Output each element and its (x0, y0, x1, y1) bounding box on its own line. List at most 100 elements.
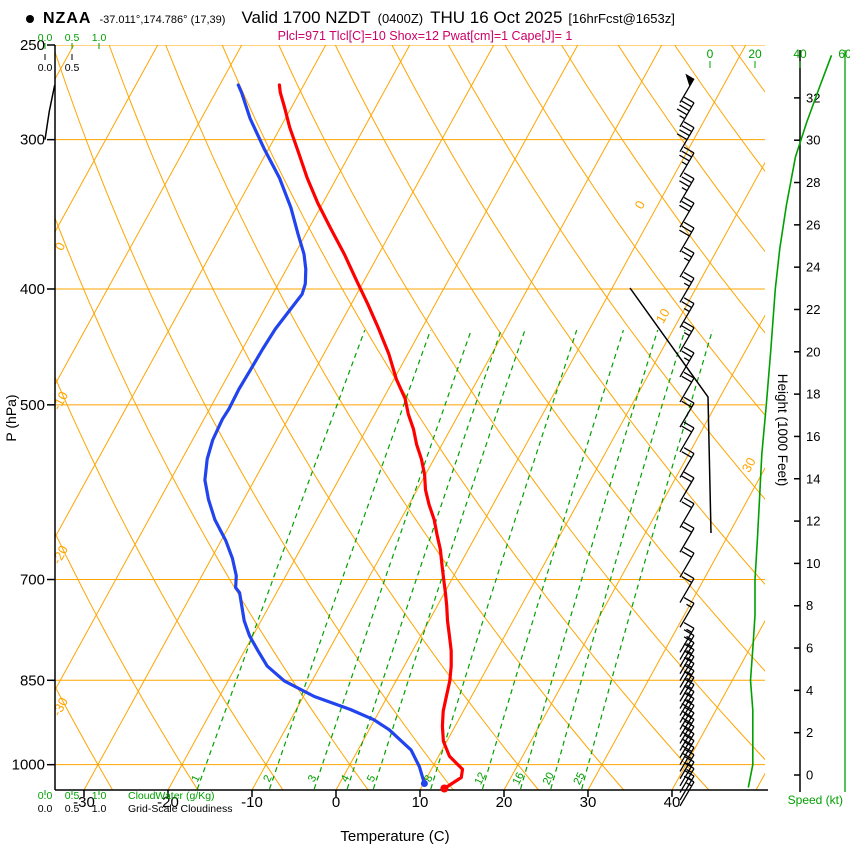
stability-indices: Plcl=971 Tlcl[C]=10 Shox=12 Pwat[cm]=1 C… (277, 29, 573, 43)
dry-adiabat-label: -20 (49, 543, 71, 567)
isotherm-labels: 0 10 30 (631, 198, 758, 475)
cloudwater-scale-top-label: 0.0 (38, 32, 53, 44)
mixing-ratio-label: 16 (511, 771, 527, 787)
cloudiness-axis-title: Grid-Scale Cloudiness (128, 803, 232, 815)
height-tick-label: 0 (806, 768, 813, 783)
pressure-gridlines (55, 45, 765, 766)
temperature-tick-label: 30 (580, 794, 597, 811)
speed-tick-label: 40 (793, 47, 807, 61)
temperature-tick-label: 0 (332, 794, 340, 811)
pressure-axis-title: P (hPa) (3, 394, 19, 441)
height-tick-label: 30 (806, 133, 820, 148)
cloud-scale-top: 0.0 0.5 1.0 0.0 0.5 (38, 32, 107, 74)
height-tick-label: 26 (806, 217, 820, 232)
title-bar: NZAA -37.011°,174.786° (17,39) Valid 170… (0, 0, 850, 28)
header: NZAA -37.011°,174.786° (17,39) Valid 170… (0, 0, 850, 43)
mixing-ratio-label: 20 (541, 771, 557, 787)
mixing-ratio-labels: 1 2 3 4 5 8 12 16 20 25 (189, 771, 587, 787)
cloudwater-axis-title: CloudWater (g/Kg) (128, 790, 215, 802)
frame-cut-line (629, 287, 712, 534)
temperature-tick-label: -30 (73, 794, 95, 811)
height-tick-label: 14 (806, 471, 820, 486)
surface-temperature-dot (440, 784, 449, 793)
station-coords: -37.011°,174.786° (17,39) (99, 14, 226, 26)
isotherms (55, 45, 765, 790)
dry-adiabat-label: -10 (49, 389, 71, 413)
cloudwater-scale-top-label: 1.0 (92, 32, 107, 44)
wind-barbs (676, 73, 695, 807)
forecast-tag: [16hrFcst@1653z] (568, 11, 675, 26)
cloudwater-scale-top-label: 0.5 (65, 32, 80, 44)
height-tick-label: 4 (806, 683, 813, 698)
height-tick-label: 24 (806, 260, 820, 275)
mixing-ratio-label: 3 (306, 773, 319, 784)
mixing-ratio-label: 8 (422, 773, 435, 784)
height-tick-label: 6 (806, 641, 813, 656)
height-tick-label: 16 (806, 429, 820, 444)
station-bullet-icon (26, 15, 34, 23)
mixing-ratio-label: 2 (261, 773, 274, 784)
temperature-tick-label: 20 (496, 794, 513, 811)
dewpoint-curve (203, 83, 428, 788)
speed-tick-label: 60 (838, 47, 850, 61)
surface-dewpoint-dot (420, 780, 428, 788)
mixing-ratio-label: 25 (571, 771, 587, 787)
cloudiness-curve (44, 84, 56, 140)
cloudwater-scale-label: 0.0 (38, 790, 53, 802)
temperature-axis-title: Temperature (C) (340, 828, 449, 845)
mixing-ratio-label: 5 (365, 773, 378, 784)
isotherm-label: 10 (653, 306, 673, 326)
temperature-curve (277, 83, 465, 793)
height-tick-label: 22 (806, 302, 820, 317)
height-tick-label: 10 (806, 556, 820, 571)
height-tick-label: 28 (806, 175, 820, 190)
temperature-tick-label: 10 (412, 794, 429, 811)
speed-tick-label: 20 (748, 47, 762, 61)
mixing-ratio-lines (196, 329, 714, 790)
mixing-ratio-label: 1 (189, 773, 202, 784)
dry-adiabat-label: 0 (52, 240, 69, 253)
height-tick-label: 12 (806, 514, 820, 529)
height-tick-label: 8 (806, 598, 813, 613)
mixing-ratio-label: 4 (339, 773, 352, 784)
valid-zulu: (0400Z) (377, 11, 424, 26)
isotherm-label: 30 (739, 455, 759, 475)
height-tick-label: 2 (806, 725, 813, 740)
pressure-tick-label: 1000 (12, 757, 45, 774)
wind-speed-curve (747, 55, 833, 788)
pressure-tick-label: 500 (20, 397, 45, 414)
height-tick-label: 18 (806, 387, 820, 402)
pressure-tick-label: 300 (20, 132, 45, 149)
station-id: NZAA (43, 10, 92, 27)
isotherm-label: 0 (631, 198, 648, 212)
temperature-tick-label: -10 (241, 794, 263, 811)
pressure-tick-label: 700 (20, 572, 45, 589)
dry-adiabats (55, 45, 765, 790)
height-tick-label: 20 (806, 344, 820, 359)
dry-adiabat-label: -30 (49, 695, 71, 719)
pressure-tick-label: 250 (20, 37, 45, 54)
temperature-tick-label: 40 (664, 794, 681, 811)
cloudiness-scale-top-label: 0.0 (38, 62, 53, 74)
mixing-ratio-label: 12 (473, 771, 489, 787)
height-axis-title: Height (1000 Feet) (775, 374, 790, 487)
pressure-tick-label: 400 (20, 281, 45, 298)
valid-date: THU 16 Oct 2025 (430, 8, 563, 27)
cloudiness-scale-label: 0.5 (65, 803, 80, 815)
speed-axis-title: Speed (kt) (788, 793, 843, 807)
cloudiness-scale-label: 0.0 (38, 803, 53, 815)
valid-time: Valid 1700 NZDT (241, 8, 371, 27)
dry-adiabat-labels: 0 -10 -20 -30 (49, 240, 71, 719)
temperature-tick-label: -20 (157, 794, 179, 811)
cloudiness-scale-label: 1.0 (92, 803, 107, 815)
pressure-tick-label: 850 (20, 672, 45, 689)
cloudwater-scale-label: 1.0 (92, 790, 107, 802)
speed-tick-label: 0 (707, 47, 714, 61)
cloud-scale-bottom: 0.0 0.5 1.0 CloudWater (g/Kg) 0.0 0.5 1.0 Grid-… (38, 790, 232, 815)
cloudwater-scale-label: 0.5 (65, 790, 80, 802)
cloudiness-scale-top-label: 0.5 (65, 62, 80, 74)
